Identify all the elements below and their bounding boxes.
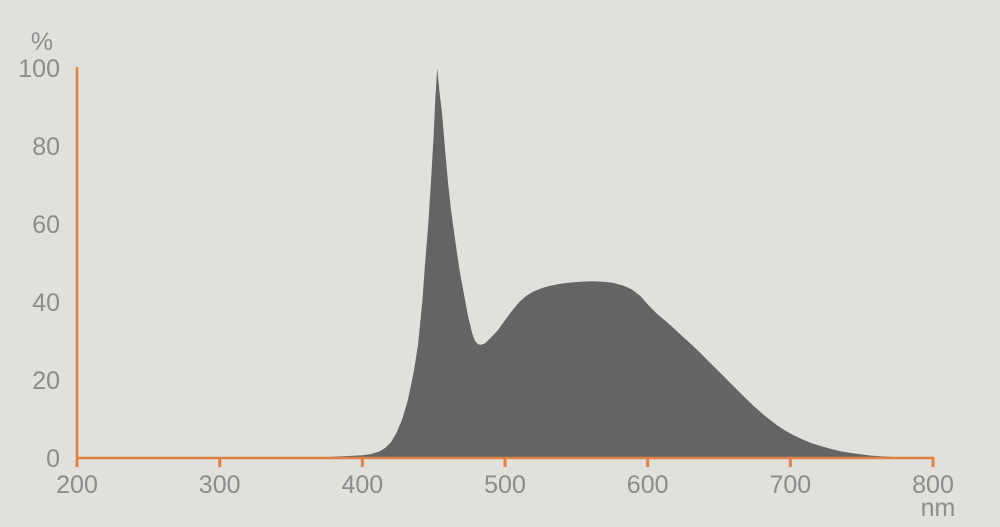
y-tick-label: 80 [32,133,60,161]
axes [75,67,935,460]
x-tick-label: 200 [56,471,98,499]
y-tick-label: 0 [46,445,60,473]
x-tick-label: 500 [484,471,526,499]
x-tick-label: 600 [627,471,669,499]
x-tick-label: 700 [769,471,811,499]
x-tick-label: 300 [199,471,241,499]
y-axis-unit-label: % [31,28,53,56]
y-tick-label: 20 [32,367,60,395]
x-axis-tick-labels: 200 300 400 500 600 700 800 [56,471,954,499]
x-axis-ticks [75,459,935,467]
y-tick-label: 40 [32,289,60,317]
y-tick-label: 60 [32,211,60,239]
x-tick-label: 400 [341,471,383,499]
x-axis-unit-label: nm [921,494,956,522]
spectrum-area [319,68,911,458]
y-axis-tick-labels: 0 20 40 60 80 100 [18,55,60,473]
x-tick-label: 800 [912,471,954,499]
y-tick-label: 100 [18,55,60,83]
